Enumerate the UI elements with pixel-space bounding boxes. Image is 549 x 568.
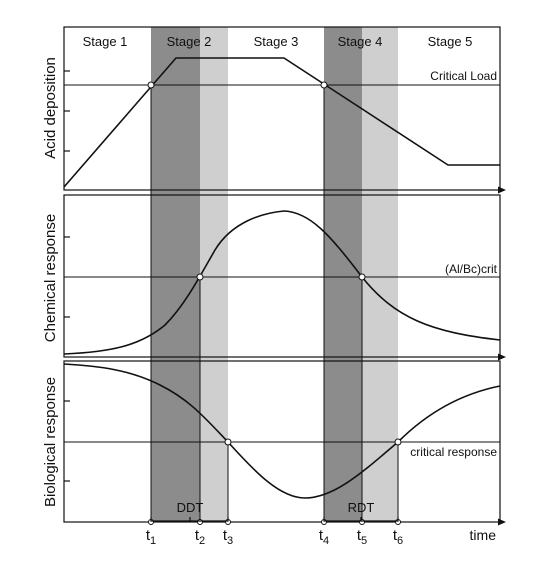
intersection-marker — [196, 273, 204, 281]
time-tick-labels: t1 t2 t3 t4 t5 t6 — [146, 527, 403, 547]
time-tick-marker — [359, 519, 365, 525]
tick-sub: 1 — [150, 535, 156, 547]
ddt-bracket: DDT — [150, 500, 229, 522]
chemical-threshold-label: (Al/Bc)crit — [445, 262, 498, 276]
x-axis-arrows — [498, 186, 506, 526]
tick-sub: 4 — [323, 535, 329, 547]
tick-sub: 3 — [227, 535, 233, 547]
acid-x-arrow — [498, 186, 506, 194]
acid-panel-frame — [63, 26, 501, 191]
intersection-marker — [394, 438, 402, 446]
band-stage4-dark — [324, 27, 362, 522]
time-axis-label: time — [470, 527, 497, 543]
band-stage2-dark — [151, 27, 200, 522]
drop-lines — [150, 85, 399, 522]
stage-label-3: Stage 3 — [254, 34, 299, 49]
chemical-ylabel: Chemical response — [42, 214, 59, 342]
tick-base: t — [319, 527, 324, 544]
stage-label-2: Stage 2 — [167, 34, 212, 49]
band-stage2-light — [200, 27, 228, 522]
tick-sub: 5 — [361, 535, 367, 547]
stage-label-4: Stage 4 — [338, 34, 383, 49]
stage-bands — [151, 27, 398, 522]
stage-labels: Stage 1 Stage 2 Stage 3 Stage 4 Stage 5 — [83, 34, 473, 49]
biological-ylabel: Biological response — [42, 377, 59, 507]
biological-response-curve — [63, 363, 501, 499]
threshold-lines — [64, 84, 500, 443]
tick-base: t — [357, 527, 362, 544]
tick-sub: 2 — [199, 535, 205, 547]
rdt-bracket: RDT — [323, 500, 399, 522]
rdt-label: RDT — [348, 500, 375, 515]
tick-label-t6: t6 — [393, 527, 403, 547]
stage-label-1: Stage 1 — [83, 34, 128, 49]
band-stage4-light — [362, 27, 398, 522]
acid-deposition-curve — [63, 57, 500, 188]
intersection-marker — [147, 81, 155, 89]
tick-label-t2: t2 — [195, 527, 205, 547]
curves — [63, 57, 501, 499]
tick-label-t3: t3 — [223, 527, 233, 547]
y-ticks — [64, 70, 70, 482]
ddt-label: DDT — [177, 500, 204, 515]
acid-ylabel: Acid deposition — [42, 57, 59, 159]
chemical-response-curve — [63, 210, 501, 355]
chemical-panel-frame — [63, 194, 501, 358]
time-tick-marker — [197, 519, 203, 525]
tick-base: t — [146, 527, 151, 544]
tick-base: t — [195, 527, 200, 544]
tick-base: t — [223, 527, 228, 544]
intersection-markers — [147, 81, 402, 525]
tick-base: t — [393, 527, 398, 544]
tick-label-t1: t1 — [146, 527, 156, 547]
tick-sub: 6 — [397, 535, 403, 547]
tick-label-t4: t4 — [319, 527, 329, 547]
chemical-x-arrow — [498, 353, 506, 361]
tick-label-t5: t5 — [357, 527, 367, 547]
intersection-marker — [224, 438, 232, 446]
biological-x-arrow — [498, 518, 506, 526]
critical-load-label: Critical Load — [430, 69, 497, 83]
stage-label-5: Stage 5 — [428, 34, 473, 49]
intersection-marker — [320, 81, 328, 89]
intersection-marker — [358, 273, 366, 281]
critical-response-label: critical response — [410, 445, 497, 459]
